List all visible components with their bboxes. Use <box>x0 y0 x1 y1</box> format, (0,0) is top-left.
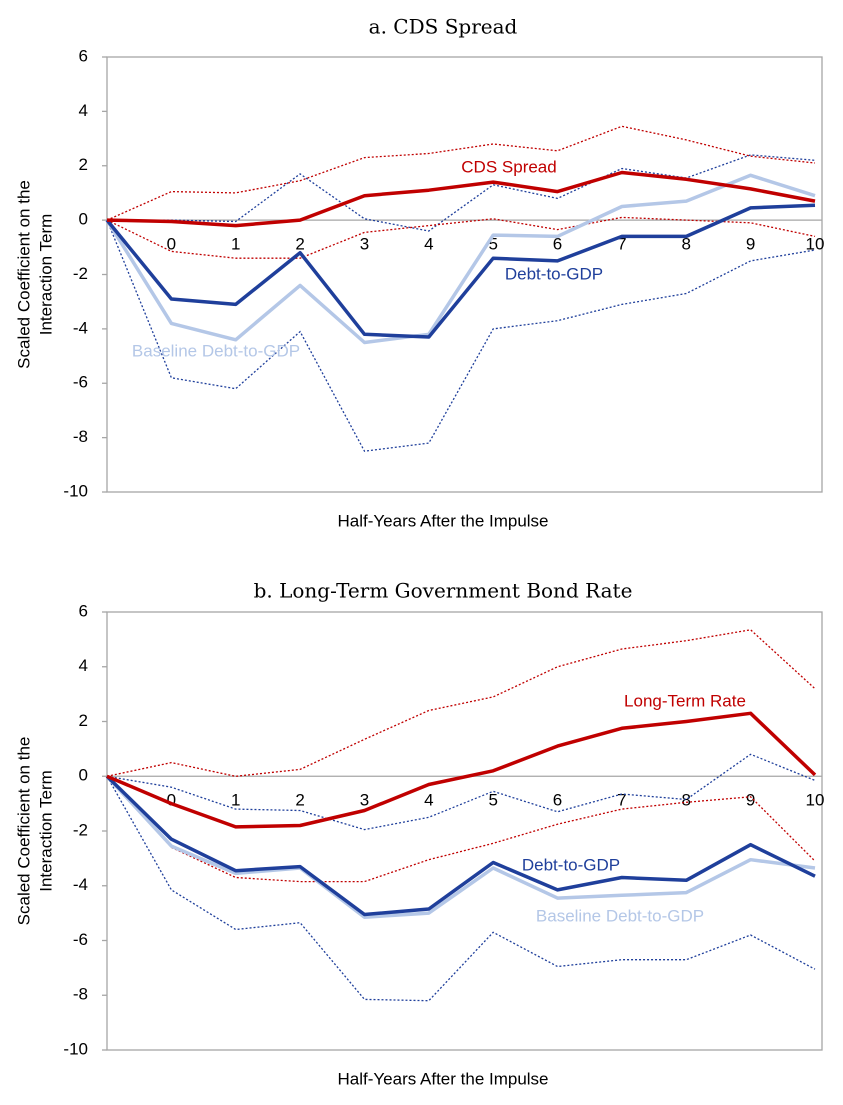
series-line <box>105 775 816 919</box>
x-tick-label: 5 <box>488 791 497 810</box>
x-tick-label: 4 <box>424 791 433 810</box>
y-tick-label: 0 <box>79 766 88 785</box>
confidence-bound <box>106 125 816 221</box>
y-axis-label: Scaled Coefficient on the <box>14 737 33 926</box>
chart-title: a. CDS Spread <box>369 15 518 39</box>
y-tick-label: 2 <box>79 155 88 174</box>
y-tick-label: 6 <box>79 46 88 65</box>
y-tick-label: -6 <box>73 373 88 392</box>
confidence-bound <box>106 775 816 1002</box>
y-tick-label: -8 <box>73 985 88 1004</box>
y-tick-label: -4 <box>73 875 88 894</box>
x-axis-label: Half-Years After the Impulse <box>337 1069 548 1088</box>
series-line <box>105 775 816 917</box>
y-axis-label: Interaction Term <box>36 214 55 336</box>
series-label: Baseline Debt-to-GDP <box>536 906 704 925</box>
plot-frame <box>106 611 823 1051</box>
confidence-bound <box>107 154 816 232</box>
series-line <box>105 203 816 339</box>
x-tick-label: 2 <box>295 791 304 810</box>
x-tick-label: 0 <box>167 791 176 810</box>
x-tick-label: 1 <box>231 235 240 254</box>
x-tick-label: 4 <box>424 235 433 254</box>
y-tick-label: -10 <box>63 481 88 500</box>
x-tick-label: 7 <box>617 791 626 810</box>
x-tick-label: 8 <box>682 235 691 254</box>
y-tick-label: -2 <box>73 820 88 839</box>
y-tick-label: -4 <box>73 318 88 337</box>
series-label: Debt-to-GDP <box>505 264 603 283</box>
series-label: Long-Term Rate <box>624 691 746 710</box>
x-tick-label: 8 <box>682 791 691 810</box>
plot-frame <box>106 56 823 493</box>
confidence-bound <box>106 775 816 883</box>
series-label: Debt-to-GDP <box>522 855 620 874</box>
y-tick-label: 4 <box>79 101 88 120</box>
x-tick-label: 0 <box>167 235 176 254</box>
y-tick-label: 6 <box>79 601 88 620</box>
x-tick-label: 7 <box>617 235 626 254</box>
y-axis-label: Scaled Coefficient on the <box>14 180 33 369</box>
series-line <box>106 711 817 829</box>
series-line <box>105 173 816 345</box>
y-tick-label: 0 <box>79 210 88 229</box>
y-tick-label: -2 <box>73 264 88 283</box>
confidence-bound <box>106 216 816 259</box>
x-tick-label: 3 <box>360 791 369 810</box>
confidence-bound <box>106 629 816 777</box>
x-tick-label: 1 <box>231 791 240 810</box>
y-tick-label: -10 <box>63 1039 88 1058</box>
y-tick-label: -6 <box>73 930 88 949</box>
x-tick-label: 6 <box>553 791 562 810</box>
series-line <box>106 170 816 228</box>
x-axis-label: Half-Years After the Impulse <box>337 511 548 530</box>
x-tick-label: 5 <box>488 235 497 254</box>
y-tick-label: 4 <box>79 656 88 675</box>
y-tick-label: -8 <box>73 427 88 446</box>
confidence-bound <box>106 219 816 452</box>
y-tick-label: 2 <box>79 711 88 730</box>
x-tick-label: 9 <box>746 235 755 254</box>
x-tick-label: 9 <box>746 791 755 810</box>
series-label: CDS Spread <box>461 157 556 176</box>
x-tick-label: 10 <box>806 791 825 810</box>
x-tick-label: 3 <box>360 235 369 254</box>
x-tick-label: 10 <box>806 235 825 254</box>
chart-title: b. Long-Term Government Bond Rate <box>254 579 633 603</box>
confidence-bound <box>106 753 816 831</box>
y-axis-label: Interaction Term <box>36 770 55 892</box>
x-tick-label: 2 <box>295 235 304 254</box>
series-label: Baseline Debt-to-GDP <box>132 341 300 360</box>
x-tick-label: 6 <box>553 235 562 254</box>
